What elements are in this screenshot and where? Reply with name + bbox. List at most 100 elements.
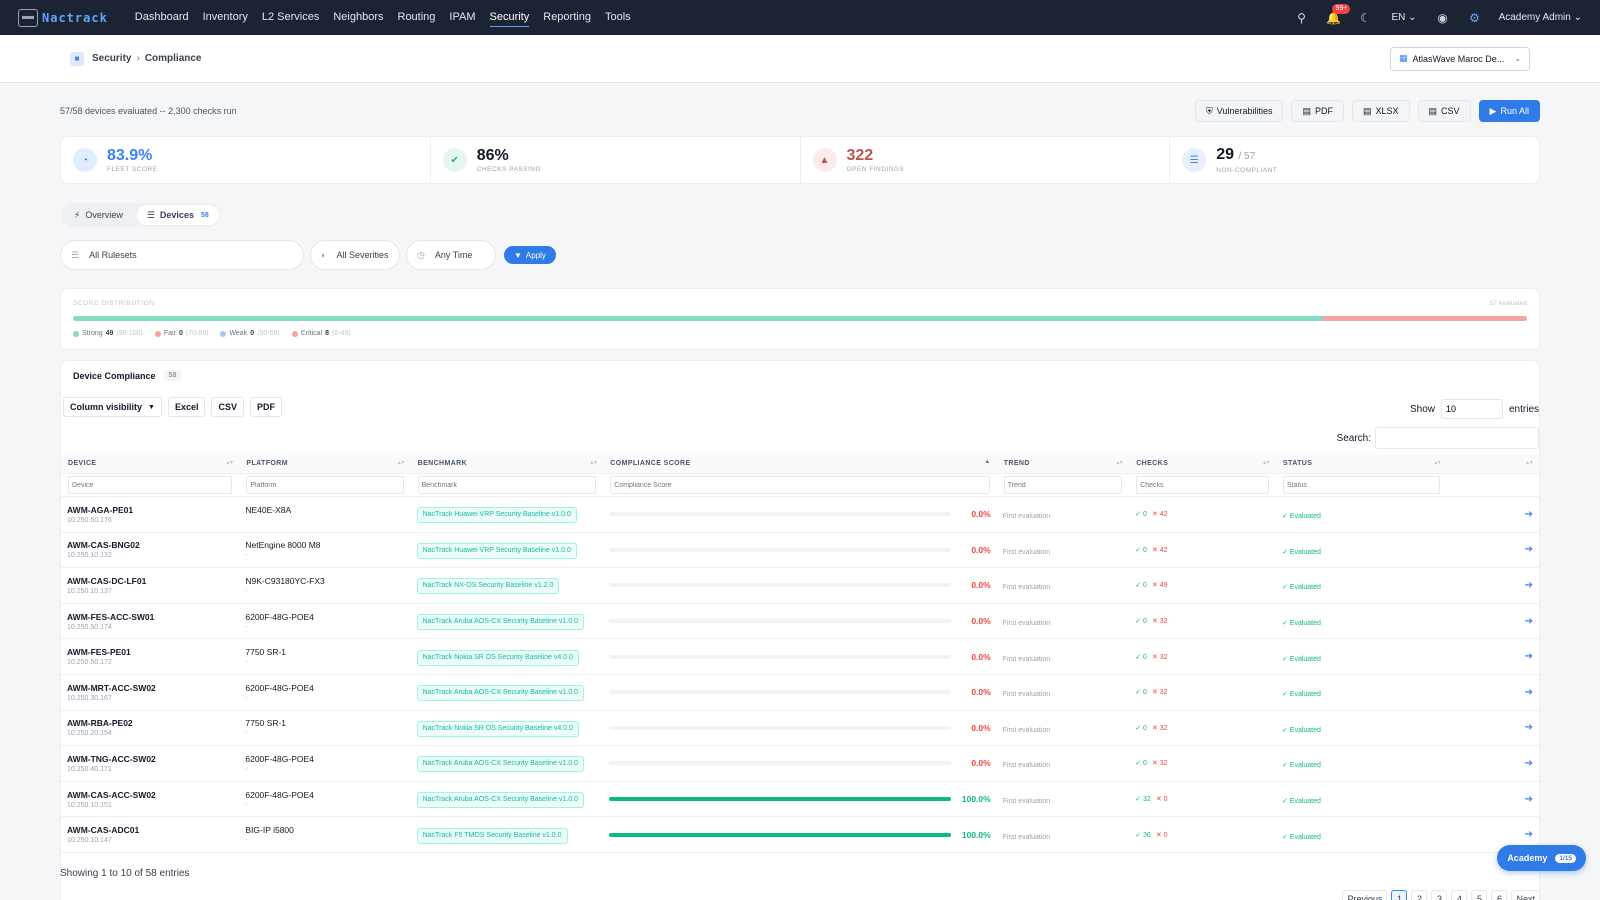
language-select[interactable]: EN ⌄ (1381, 12, 1426, 23)
arrow-right-icon[interactable]: ➔ (1524, 544, 1533, 556)
column-visibility-button[interactable]: Column visibility ▼ (63, 397, 162, 417)
ruleset-filter[interactable]: ☰ All Rulesets (60, 240, 304, 270)
column-filter-trend[interactable] (1003, 476, 1123, 494)
benchmark-badge[interactable]: NacTrack Aruba AOS-CX Security Baseline … (416, 756, 584, 773)
search-input[interactable] (1375, 427, 1539, 449)
gear-icon[interactable]: ⚙ (1469, 10, 1480, 25)
table-row[interactable]: AWM-MRT-ACC-SW02 10.250.30.167 6200F-48G-P… (61, 674, 1539, 711)
benchmark-badge[interactable]: NacTrack Aruba AOS-CX Security Baseline … (416, 685, 584, 702)
column-filter-platform[interactable] (246, 476, 404, 494)
column-filter-benchmark[interactable] (417, 476, 597, 494)
table-row[interactable]: AWM-RBA-PE02 10.250.20.154 7750 SR-1- NacTr… (61, 710, 1539, 747)
pagination-page[interactable]: 6 (1491, 890, 1508, 900)
table-row[interactable]: AWM-TNG-ACC-SW02 10.250.40.171 6200F-48G-P… (61, 745, 1539, 782)
column-header-checks[interactable]: CHECKS ▴▾ (1129, 455, 1276, 474)
table-row[interactable]: AWM-CAS-DC-LF01 10.250.10.137 N9K-C93180YC… (61, 567, 1539, 604)
nav-link-tools[interactable]: Tools (604, 11, 631, 23)
device-name[interactable]: AWM-FES-ACC-SW01 (67, 611, 155, 622)
benchmark-badge[interactable]: NacTrack Aruba AOS-CX Security Baseline … (416, 614, 584, 631)
severity-filter[interactable]: ◐ All Severities (310, 240, 400, 270)
device-name[interactable]: AWM-CAS-DC-LF01 (67, 575, 147, 586)
column-filter-device[interactable] (68, 476, 233, 494)
table-row[interactable]: AWM-CAS-ACC-SW02 10.250.10.151 6200F-48G-P… (61, 781, 1539, 818)
device-name[interactable]: AWM-MRT-ACC-SW02 (67, 682, 156, 693)
column-header-device[interactable]: DEVICE ▴▾ (61, 455, 240, 474)
table-row[interactable]: AWM-CAS-ADC01 10.250.10.147 BIG-IP i5800- N… (61, 816, 1539, 853)
arrow-right-icon[interactable]: ➔ (1524, 615, 1533, 627)
column-filter-compliance-score[interactable] (610, 476, 990, 494)
xlsx-export-button[interactable]: ▤ XLSX (1351, 100, 1410, 122)
table-row[interactable]: AWM-FES-PE01 10.250.50.172 7750 SR-1- NacTr… (61, 638, 1539, 675)
apply-button[interactable]: ▼ Apply (504, 246, 556, 264)
device-name[interactable]: AWM-FES-PE01 (67, 647, 131, 658)
column-filter-status[interactable] (1282, 476, 1441, 494)
benchmark-badge[interactable]: NacTrack Nokia SR OS Security Baseline v… (416, 649, 579, 666)
arrow-right-icon[interactable]: ➔ (1524, 686, 1533, 698)
device-name[interactable]: AWM-AGA-PE01 (67, 504, 134, 515)
benchmark-badge[interactable]: NacTrack NX-OS Security Baseline v1.2.0 (416, 578, 560, 595)
device-name[interactable]: AWM-CAS-ADC01 (67, 825, 140, 836)
tab-devices[interactable]: ☰ Devices 58 (136, 205, 219, 225)
device-name[interactable]: AWM-CAS-ACC-SW02 (67, 789, 156, 800)
nav-link-reporting[interactable]: Reporting (543, 11, 591, 23)
bell-icon[interactable]: 🔔 99+ (1317, 0, 1351, 35)
device-name[interactable]: AWM-TNG-ACC-SW02 (67, 753, 156, 764)
column-header-compliance-score[interactable]: COMPLIANCE SCORE ▲ (603, 455, 997, 474)
pagination-page[interactable]: 4 (1451, 890, 1468, 900)
pagination-previous[interactable]: Previous (1342, 890, 1388, 900)
column-header-trend[interactable]: TREND ▴▾ (996, 455, 1130, 474)
csv-export-button[interactable]: ▤ CSV (1417, 100, 1471, 122)
benchmark-badge[interactable]: NacTrack Huawei VRP Security Baseline v1… (416, 542, 577, 559)
device-name[interactable]: AWM-RBA-PE02 (67, 718, 133, 729)
benchmark-badge[interactable]: NacTrack Aruba AOS-CX Security Baseline … (416, 792, 584, 809)
run-all-button[interactable]: ▶ Run All (1478, 100, 1540, 122)
brand[interactable]: Nactrack (18, 8, 108, 27)
column-filter-checks[interactable] (1136, 476, 1269, 494)
arrow-right-icon[interactable]: ➔ (1524, 579, 1533, 591)
robot-icon[interactable]: ◉ (1437, 10, 1448, 25)
pagination-page[interactable]: 3 (1431, 890, 1448, 900)
nav-link-neighbors[interactable]: Neighbors (333, 11, 384, 23)
pagination-page[interactable]: 2 (1411, 890, 1428, 900)
benchmark-badge[interactable]: NacTrack Nokia SR OS Security Baseline v… (416, 720, 579, 737)
nav-link-ipam[interactable]: IPAM (449, 11, 476, 23)
breadcrumb-section[interactable]: Security (92, 53, 132, 64)
table-row[interactable]: AWM-FES-ACC-SW01 10.250.50.174 6200F-48G-P… (61, 603, 1539, 640)
arrow-right-icon[interactable]: ➔ (1524, 651, 1533, 663)
column-header-platform[interactable]: PLATFORM ▴▾ (239, 455, 411, 474)
arrow-right-icon[interactable]: ➔ (1524, 829, 1533, 841)
table-row[interactable]: AWM-AGA-PE01 10.250.60.176 NE40E-X8A - NacTr… (61, 496, 1539, 533)
csv-button[interactable]: CSV (211, 397, 244, 417)
academy-button[interactable]: Academy 1/15 (1497, 845, 1586, 871)
pdf-export-button[interactable]: ▤ PDF (1291, 100, 1344, 122)
pagination-next[interactable]: Next (1511, 890, 1540, 900)
column-header-benchmark[interactable]: BENCHMARK ▴▾ (410, 455, 604, 474)
time-filter[interactable]: ◷ Any Time (406, 240, 496, 270)
nav-link-l2-services[interactable]: L2 Services (261, 11, 320, 23)
platform-cell: 6200F-48G-POE4- (239, 781, 411, 818)
pdf-button[interactable]: PDF (250, 397, 282, 417)
benchmark-badge[interactable]: NacTrack Huawei VRP Security Baseline v1… (416, 507, 577, 524)
pagination-page[interactable]: 1 (1391, 890, 1408, 900)
search-icon[interactable]: ⚲ (1297, 10, 1306, 25)
vulnerabilities-button[interactable]: ⛨ Vulnerabilities (1195, 100, 1284, 122)
moon-icon[interactable]: ☾ (1360, 10, 1371, 25)
arrow-right-icon[interactable]: ➔ (1524, 757, 1533, 769)
nav-link-routing[interactable]: Routing (397, 11, 436, 23)
nav-link-dashboard[interactable]: Dashboard (134, 11, 189, 23)
tab-overview[interactable]: ⚡ Overview (64, 205, 133, 225)
arrow-right-icon[interactable]: ➔ (1524, 722, 1533, 734)
column-header-status[interactable]: STATUS ▴▾ (1275, 455, 1448, 474)
arrow-right-icon[interactable]: ➔ (1524, 508, 1533, 520)
user-menu[interactable]: Academy Admin ⌄ (1491, 12, 1582, 23)
pagination-page[interactable]: 5 (1471, 890, 1488, 900)
arrow-right-icon[interactable]: ➔ (1524, 793, 1533, 805)
entries-length-input[interactable] (1440, 399, 1503, 419)
excel-button[interactable]: Excel (167, 397, 206, 417)
tenant-select[interactable]: ▦ AtlasWave Maroc De... ⌄ (1390, 46, 1530, 71)
nav-link-inventory[interactable]: Inventory (202, 11, 248, 23)
nav-link-security[interactable]: Security (483, 0, 537, 35)
table-row[interactable]: AWM-CAS-BNG02 10.250.10.132 NetEngine 8000… (61, 532, 1539, 569)
benchmark-badge[interactable]: NacTrack F5 TMOS Security Baseline v1.0.… (416, 827, 568, 844)
device-name[interactable]: AWM-CAS-BNG02 (67, 540, 140, 551)
